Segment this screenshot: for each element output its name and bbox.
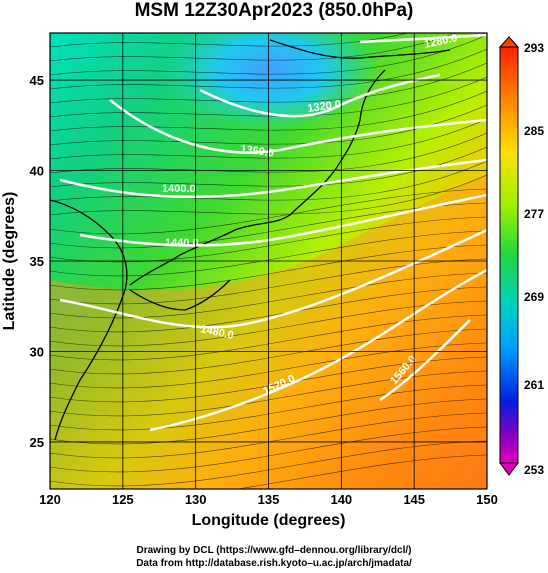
cold-core	[160, 33, 380, 130]
colorbar-top-arrow	[498, 36, 520, 48]
streamline	[50, 188, 487, 235]
colorbar-tick-label: 285	[524, 124, 544, 138]
streamline	[50, 342, 487, 389]
y-axis-ticks: 25 30 35 40 45	[30, 73, 44, 450]
sakhalin-coastline	[269, 39, 451, 59]
contour-line	[79, 193, 487, 247]
streamline	[50, 314, 487, 361]
x-axis-label: Longitude (degrees)	[191, 512, 346, 529]
contour-line	[59, 158, 487, 199]
contour-line	[59, 228, 487, 329]
x-tick-label: 125	[112, 492, 134, 507]
contour-line	[199, 73, 441, 118]
streamline	[50, 160, 487, 202]
streamline	[50, 356, 487, 403]
colorbar: 293 285 277 269 261 253	[498, 36, 544, 477]
colorbar-tick-label: 269	[524, 290, 544, 304]
streamline	[50, 426, 487, 473]
map-title: MSM 12Z30Apr2023 (850.0hPa)	[134, 0, 414, 21]
streamline	[50, 90, 487, 132]
streamline	[50, 48, 487, 90]
streamline	[50, 216, 487, 263]
china-coastline	[50, 199, 128, 441]
y-tick-label: 25	[30, 435, 44, 450]
x-tick-label: 120	[39, 492, 61, 507]
colorbar-bottom-arrow	[499, 462, 519, 476]
contour-line	[379, 319, 471, 402]
contour-label: 1440.0	[165, 237, 199, 249]
streamline	[50, 76, 487, 118]
x-tick-label: 145	[403, 492, 425, 507]
height-contours	[59, 33, 487, 432]
streamline	[50, 34, 487, 76]
contour-line	[109, 99, 487, 154]
contour-label: 1400.0	[162, 183, 196, 195]
x-tick-label: 140	[330, 492, 352, 507]
y-tick-label: 45	[30, 73, 44, 88]
streamline	[50, 384, 487, 431]
y-tick-label: 40	[30, 164, 44, 179]
x-axis-ticks: 120 125 130 135 140 145 150	[39, 492, 498, 507]
y-tick-label: 30	[30, 344, 44, 359]
streamline	[50, 62, 487, 104]
streamline	[50, 328, 487, 375]
plot-frame	[49, 32, 488, 490]
streamline	[50, 33, 458, 62]
colorbar-tick-label: 293	[524, 41, 544, 55]
grid-lines	[50, 33, 487, 489]
credit-drawing: Drawing by DCL (https://www.gfd–dennou.o…	[136, 545, 412, 556]
streamline	[235, 454, 487, 489]
streamline	[50, 244, 487, 291]
x-tick-label: 135	[258, 492, 280, 507]
streamline	[50, 33, 53, 34]
contour-label: 1360.0	[240, 143, 275, 160]
streamline	[50, 118, 487, 160]
streamline	[50, 398, 487, 445]
contour-label: 1320.0	[307, 98, 342, 115]
y-axis-label: Latitude (degrees)	[1, 192, 18, 331]
streamline	[50, 300, 487, 347]
x-tick-label: 150	[476, 492, 498, 507]
colorbar-tick-label: 277	[524, 207, 544, 221]
streamline	[50, 174, 487, 216]
streamline	[50, 272, 487, 319]
contour-line	[359, 33, 487, 44]
colorbar-tick-label: 261	[524, 378, 544, 392]
credit-data: Data from http://database.rish.kyoto–u.a…	[136, 558, 412, 569]
streamline	[50, 370, 487, 417]
streamline	[50, 440, 487, 487]
colorbar-tick-label: 253	[524, 463, 544, 477]
map-field: 1280.0 1320.0 1360.0 1400.0 1440.0 1480.…	[50, 33, 487, 489]
streamline	[50, 33, 409, 48]
y-tick-label: 35	[30, 254, 44, 269]
contour-line	[149, 268, 487, 432]
streamline	[50, 412, 487, 459]
streamline	[50, 258, 487, 305]
korea-coastline	[129, 279, 231, 311]
x-tick-label: 130	[185, 492, 207, 507]
japan-coastline	[129, 69, 386, 286]
coastlines	[50, 39, 451, 441]
streamline	[50, 132, 487, 174]
colorbar-scale	[499, 46, 519, 464]
